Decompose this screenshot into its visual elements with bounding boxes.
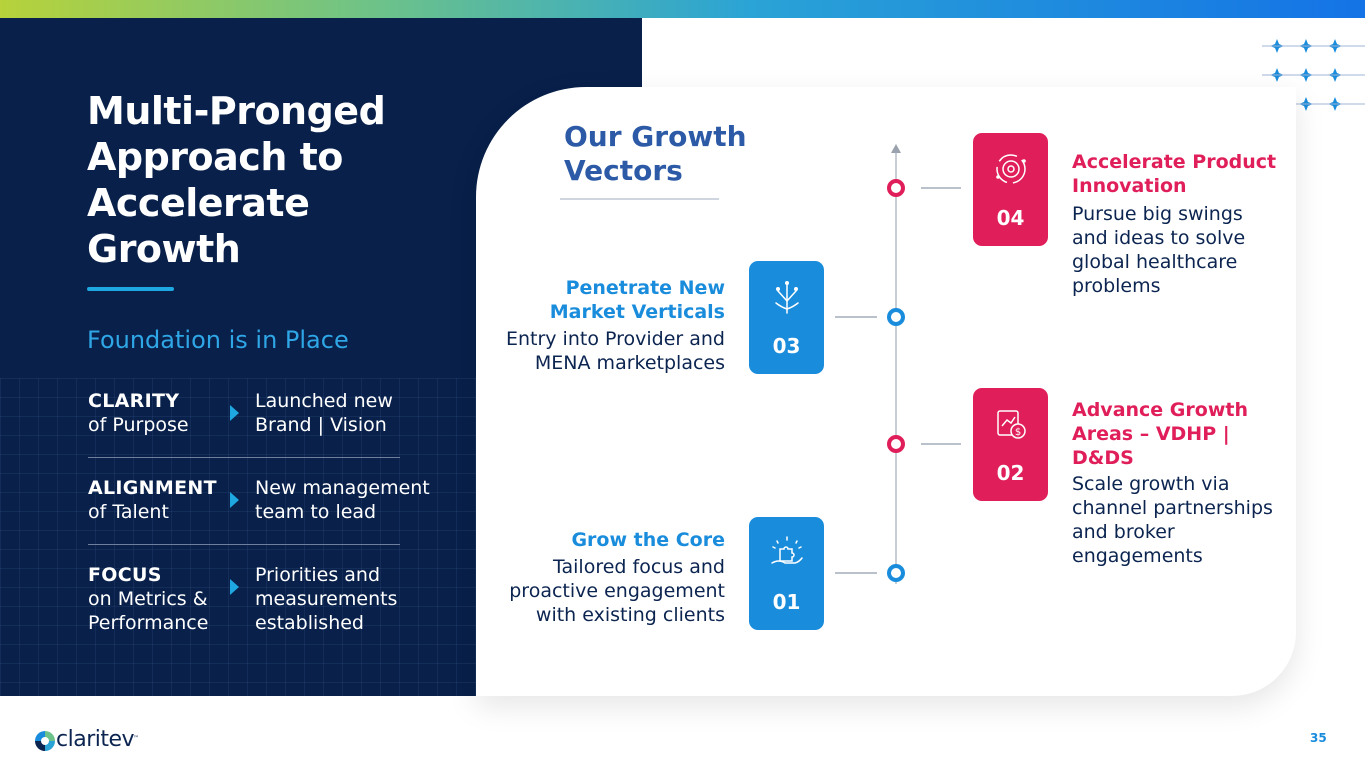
slide-title: Multi-Pronged Approach to Accelerate Gro… xyxy=(87,89,386,271)
connector-04 xyxy=(921,187,961,189)
row-key: FOCUS on Metrics & Performance xyxy=(88,563,238,635)
triangle-arrow-icon xyxy=(230,492,239,508)
connector-01 xyxy=(835,572,877,574)
badge-number: 02 xyxy=(996,461,1025,485)
row-key-rest: of Purpose xyxy=(88,414,189,436)
row-value: New management team to lead xyxy=(255,477,430,523)
sparkle-pattern-icon xyxy=(1262,39,1365,111)
chart-dollar-icon: $ xyxy=(997,410,1026,439)
badge-number: 01 xyxy=(772,590,801,614)
vector-desc-01: Tailored focus and proactive engagement … xyxy=(509,556,725,626)
row-divider xyxy=(88,457,400,458)
foundation-subtitle: Foundation is in Place xyxy=(87,326,349,354)
timeline-axis xyxy=(895,152,897,584)
triangle-arrow-icon xyxy=(230,405,239,421)
row-key: ALIGNMENT of Talent xyxy=(88,476,228,524)
row-key-rest: on Metrics & Performance xyxy=(88,588,209,634)
vector-badge-03: 03 xyxy=(749,261,824,374)
vector-desc-04: Pursue big swings and ideas to solve glo… xyxy=(1072,203,1246,297)
vector-desc-02: Scale growth via channel partnerships an… xyxy=(1072,473,1273,567)
row-value: Priorities and measurements established xyxy=(255,564,398,634)
growth-vectors-card xyxy=(476,87,1296,696)
row-key-bold: FOCUS xyxy=(88,564,162,586)
triangle-arrow-icon xyxy=(230,579,239,595)
row-divider xyxy=(88,544,400,545)
vector-title-04: Accelerate Product Innovation xyxy=(1072,151,1277,197)
page-number: 35 xyxy=(1310,731,1327,745)
timeline-node-02 xyxy=(887,435,905,453)
vector-desc-03: Entry into Provider and MENA marketplace… xyxy=(505,328,725,374)
connector-03 xyxy=(835,316,877,318)
row-key-rest: of Talent xyxy=(88,501,169,523)
timeline-node-03 xyxy=(887,308,905,326)
innovation-gear-icon xyxy=(996,154,1026,184)
hand-puzzle-icon xyxy=(771,536,803,564)
timeline-node-04 xyxy=(887,179,905,197)
market-branch-icon xyxy=(775,281,799,314)
badge-number: 04 xyxy=(996,206,1025,230)
row-key-bold: CLARITY xyxy=(88,390,180,412)
claritev-logo-icon xyxy=(35,731,55,751)
axis-arrow-icon xyxy=(891,144,901,153)
row-key-bold: ALIGNMENT xyxy=(88,477,217,499)
vector-badge-02: $ 02 xyxy=(973,388,1048,501)
vector-title-03: Penetrate New Market Verticals xyxy=(549,277,725,323)
top-gradient-bar xyxy=(0,0,1365,18)
connector-02 xyxy=(921,443,961,445)
trademark-symbol: ™ xyxy=(133,735,139,742)
row-key: CLARITY of Purpose xyxy=(88,389,228,437)
card-title: Our Growth Vectors xyxy=(564,120,747,187)
svg-text:$: $ xyxy=(1015,427,1021,438)
card-title-underline xyxy=(560,198,719,200)
vector-title-02: Advance Growth Areas – VDHP | D&DS xyxy=(1072,399,1248,469)
row-value: Launched new Brand | Vision xyxy=(255,390,393,436)
badge-number: 03 xyxy=(772,334,801,358)
vector-badge-04: 04 xyxy=(973,133,1048,246)
claritev-wordmark: claritev xyxy=(56,727,135,752)
timeline-node-01 xyxy=(887,564,905,582)
vector-badge-01: 01 xyxy=(749,517,824,630)
vector-title-01: Grow the Core xyxy=(571,529,725,551)
title-underline xyxy=(87,287,174,291)
